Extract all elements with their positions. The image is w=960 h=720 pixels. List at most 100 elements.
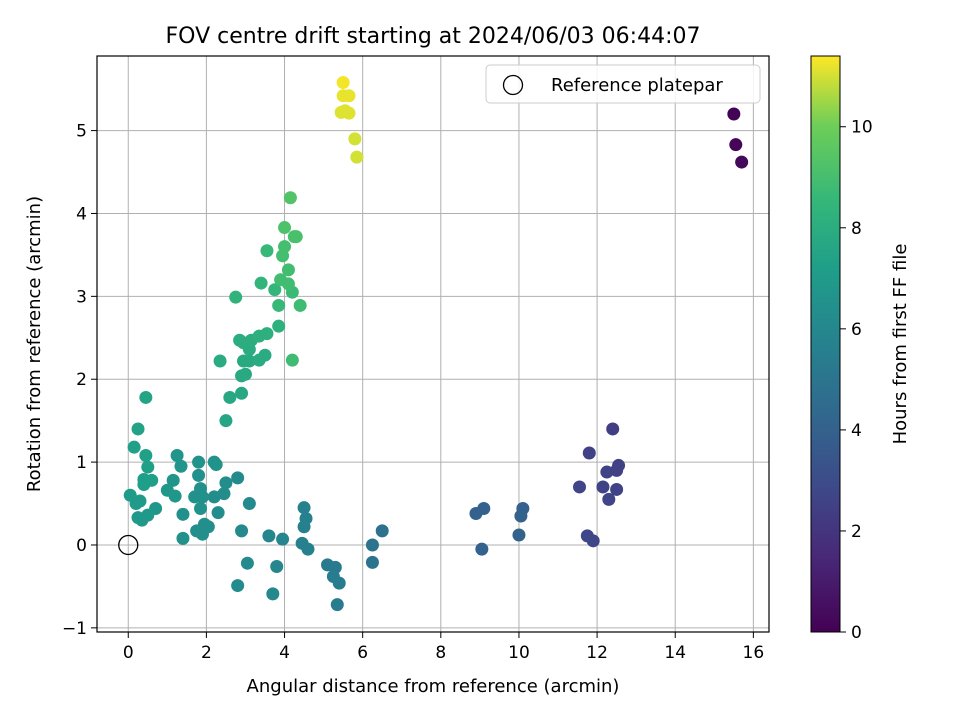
data-point [240, 556, 254, 570]
data-point [139, 390, 153, 404]
y-tick-label: 2 [76, 370, 87, 390]
data-point [610, 463, 624, 477]
x-tick-label: 0 [123, 643, 134, 663]
data-point [190, 524, 204, 538]
data-point [231, 471, 245, 485]
data-point [512, 528, 526, 542]
data-points [118, 76, 749, 612]
data-point [727, 107, 741, 121]
data-point [194, 482, 208, 496]
data-point [131, 422, 145, 436]
data-point [170, 448, 184, 462]
data-point [297, 501, 311, 515]
data-point [207, 490, 221, 504]
x-tick-label: 12 [586, 643, 608, 663]
legend-box [485, 64, 761, 104]
data-point [729, 138, 743, 152]
data-point [266, 587, 280, 601]
x-tick-label: 2 [201, 643, 212, 663]
y-tick-label: 3 [76, 287, 87, 307]
data-point [260, 244, 274, 258]
reference-point-marker [118, 534, 139, 556]
data-point [281, 277, 295, 291]
y-tick-label: 1 [76, 453, 87, 473]
colorbar-ticks: 0 2 4 6 8 10 [840, 118, 873, 643]
data-point [278, 221, 292, 235]
data-point [514, 509, 528, 523]
data-point [342, 89, 356, 103]
x-tick-label: 6 [357, 643, 368, 663]
data-point [260, 327, 274, 341]
x-tick-label: 14 [664, 643, 686, 663]
data-point [192, 455, 206, 469]
data-point [262, 529, 276, 543]
data-point [242, 354, 256, 368]
data-point [285, 353, 299, 367]
legend-marker-icon [502, 74, 524, 96]
y-tick-label: 5 [76, 122, 87, 142]
data-point [231, 579, 245, 593]
data-point [127, 440, 141, 454]
x-tick-label: 16 [743, 643, 765, 663]
data-point [469, 506, 483, 520]
colorbar-tick-label: 4 [851, 421, 862, 441]
data-point [174, 459, 188, 473]
data-point [209, 458, 223, 472]
x-axis-label: Angular distance from reference (arcmin) [247, 676, 620, 697]
x-axis-ticks: 0 2 4 6 8 10 12 14 16 [123, 632, 764, 663]
data-point [336, 76, 350, 90]
data-point [141, 460, 155, 474]
data-point [131, 511, 145, 525]
data-point [596, 480, 610, 494]
data-point [268, 283, 282, 297]
data-point [330, 598, 344, 612]
data-point [133, 494, 147, 508]
colorbar-tick-label: 10 [851, 118, 873, 138]
data-point [278, 240, 292, 254]
data-point [332, 576, 346, 590]
data-point [283, 191, 297, 205]
data-point [301, 542, 315, 556]
data-point [610, 482, 624, 496]
colorbar-tick-label: 0 [851, 623, 862, 643]
grid-lines [97, 56, 769, 632]
data-point [254, 276, 268, 290]
data-point [242, 497, 256, 511]
data-point [219, 414, 233, 428]
data-point [606, 422, 620, 436]
x-tick-label: 10 [508, 643, 530, 663]
data-point [176, 531, 190, 545]
data-point [217, 487, 231, 501]
data-point [192, 468, 206, 482]
data-point [258, 348, 272, 362]
colorbar-gradient [810, 55, 841, 633]
data-point [735, 155, 749, 169]
y-tick-label: 4 [76, 204, 87, 224]
x-tick-label: 4 [279, 643, 290, 663]
colorbar: 0 2 4 6 8 10 Hours from first FF file [810, 55, 911, 643]
data-point [235, 524, 249, 538]
data-point [276, 532, 290, 546]
data-point [160, 483, 174, 497]
data-point [213, 354, 227, 368]
legend-entry-reference: Reference platepar [551, 75, 723, 96]
data-point [350, 150, 364, 164]
x-tick-label: 8 [435, 643, 446, 663]
colorbar-label: Hours from first FF file [890, 244, 911, 445]
data-point [272, 319, 286, 333]
data-point [582, 446, 596, 460]
data-point [211, 506, 225, 520]
colorbar-tick-label: 6 [851, 320, 862, 340]
data-point [233, 333, 247, 347]
data-point [176, 507, 190, 521]
data-point [586, 534, 600, 548]
data-point [123, 488, 137, 502]
data-point [365, 555, 379, 569]
colorbar-tick-label: 2 [851, 522, 862, 542]
chart-title: FOV centre drift starting at 2024/06/03 … [166, 24, 701, 49]
data-point [139, 448, 153, 462]
colorbar-tick-label: 8 [851, 219, 862, 239]
data-point [229, 290, 243, 304]
data-point [573, 480, 587, 494]
